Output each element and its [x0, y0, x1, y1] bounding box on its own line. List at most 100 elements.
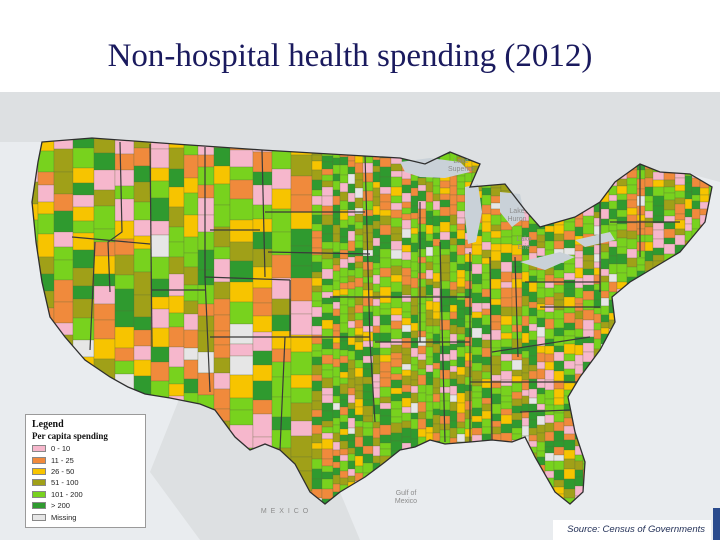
- county-cell: [528, 397, 538, 405]
- county-cell: [626, 230, 638, 240]
- legend-item: 26 - 50: [32, 466, 139, 477]
- county-cell: [321, 186, 334, 197]
- state-boundaries: [71, 141, 680, 451]
- county-cell: [553, 446, 565, 456]
- county-cell: [456, 412, 466, 423]
- county-cell: [417, 411, 427, 420]
- gulf-of-mexico-label: Gulf of Mexico: [394, 490, 418, 505]
- county-cell: [332, 289, 341, 297]
- county-cell: [401, 369, 412, 377]
- county-cell: [372, 228, 381, 239]
- county-cell: [401, 251, 412, 261]
- county-cell: [511, 225, 523, 237]
- county-cell: [372, 437, 381, 447]
- county-cell: [213, 357, 231, 374]
- county-cell: [500, 395, 513, 403]
- county-cell: [425, 394, 434, 403]
- county-cell: [168, 383, 185, 397]
- county-cell: [401, 219, 412, 230]
- county-cell: [197, 166, 215, 186]
- county-cell: [332, 257, 341, 266]
- county-cell: [600, 290, 610, 299]
- county-cell: [439, 199, 451, 208]
- county-cell: [471, 346, 483, 356]
- county-cell: [379, 402, 392, 410]
- county-cell: [72, 249, 95, 269]
- county-cell: [133, 294, 152, 318]
- county-cell: [425, 278, 434, 286]
- county-cell: [544, 304, 555, 313]
- county-cell: [197, 351, 215, 374]
- county-cell: [536, 393, 546, 405]
- county-cell: [582, 319, 595, 331]
- county-cell: [271, 314, 292, 332]
- county-cell: [252, 364, 273, 382]
- county-cell: [401, 275, 412, 286]
- county-cell: [544, 414, 555, 424]
- county-cell: [417, 428, 427, 438]
- county-cell: [379, 354, 392, 363]
- county-cell: [114, 198, 135, 222]
- county-cell: [490, 298, 502, 306]
- county-cell: [449, 371, 458, 380]
- county-cell: [401, 337, 412, 349]
- county-cell: [72, 182, 95, 196]
- county-cell: [652, 254, 665, 262]
- county-cell: [636, 250, 646, 259]
- county-cell: [574, 460, 584, 471]
- county-cell: [574, 454, 584, 462]
- county-cell: [544, 452, 555, 462]
- county-cell: [410, 270, 419, 279]
- county-cell: [563, 312, 576, 324]
- county-cell: [321, 319, 334, 330]
- county-cell: [464, 345, 473, 354]
- county-cell: [311, 478, 323, 490]
- county-cell: [252, 331, 273, 352]
- county-cell: [362, 391, 374, 401]
- county-cell: [544, 240, 555, 251]
- county-cell: [425, 224, 434, 235]
- county-cell: [521, 425, 530, 437]
- county-cell: [652, 179, 665, 188]
- legend-item: Missing: [32, 511, 139, 522]
- county-cell: [663, 221, 676, 230]
- county-cell: [390, 366, 403, 375]
- county-cell: [321, 420, 334, 428]
- county-cell: [290, 154, 313, 177]
- county-cell: [133, 165, 152, 183]
- county-cell: [311, 285, 323, 293]
- county-cell: [464, 270, 473, 282]
- county-cell: [339, 156, 349, 166]
- county-cell: [332, 280, 341, 291]
- county-cell: [439, 386, 451, 394]
- county-cell: [372, 274, 381, 285]
- county-cell: [321, 377, 334, 389]
- county-cell: [410, 379, 419, 387]
- county-cell: [432, 408, 441, 416]
- county-cell: [528, 291, 538, 303]
- county-cell: [432, 255, 441, 265]
- county-cell: [362, 399, 374, 407]
- county-cell: [432, 209, 441, 217]
- county-cell: [93, 152, 116, 171]
- county-cell: [339, 448, 349, 456]
- county-cell: [439, 262, 451, 274]
- corner-accent: [713, 508, 720, 540]
- county-cell: [536, 297, 546, 305]
- county-cell: [332, 441, 341, 451]
- county-cell: [362, 190, 374, 202]
- county-cell: [410, 392, 419, 404]
- county-cell: [354, 414, 364, 422]
- county-cell: [582, 299, 595, 311]
- county-cell: [311, 237, 323, 249]
- county-cell: [401, 244, 412, 253]
- county-cell: [439, 231, 451, 241]
- county-cell: [354, 446, 364, 457]
- county-cell: [449, 289, 458, 297]
- county-cell: [536, 317, 546, 328]
- county-cell: [644, 195, 654, 203]
- county-cell: [536, 352, 546, 363]
- county-cell: [449, 214, 458, 226]
- county-cell: [481, 249, 492, 259]
- county-cell: [321, 155, 334, 163]
